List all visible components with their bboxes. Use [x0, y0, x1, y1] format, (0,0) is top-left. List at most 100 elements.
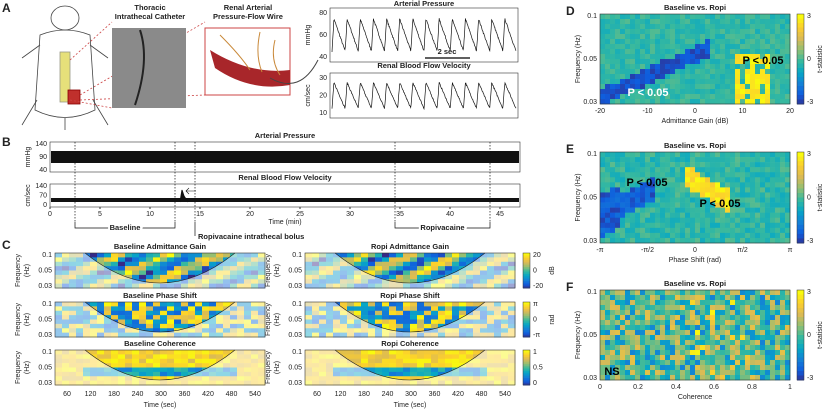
y-tick-label: 60: [319, 32, 327, 39]
colorbar: [523, 303, 530, 306]
heatmap-cell: [705, 84, 711, 90]
heatmap-cell: [710, 24, 716, 30]
heatmap-cell: [765, 29, 771, 35]
heatmap-cell: [710, 19, 716, 25]
heatmap-cell: [650, 89, 656, 95]
heatmap-cell: [610, 54, 616, 60]
axis-label: (Hz): [24, 264, 31, 277]
heatmap-cell: [615, 350, 621, 356]
heatmap-cell: [645, 14, 651, 20]
heatmap-cell: [620, 177, 626, 183]
heatmap-cell: [695, 39, 701, 45]
colorbar: [797, 344, 804, 349]
colorbar: [797, 353, 804, 358]
heatmap-cell: [625, 69, 631, 75]
heatmap-cell: [780, 290, 786, 296]
heatmap-cell: [740, 84, 746, 90]
heatmap-cell: [765, 24, 771, 30]
y-tick-label: 0.05: [38, 316, 52, 323]
heatmap-cell: [160, 354, 168, 360]
heatmap-cell: [610, 24, 616, 30]
heatmap-cell: [695, 360, 701, 366]
heatmap-cell: [655, 237, 661, 244]
heatmap-cell: [715, 39, 721, 45]
heatmap-cell: [650, 49, 656, 55]
colorbar: [797, 165, 804, 171]
heatmap-cell: [765, 44, 771, 50]
heatmap-cell: [640, 177, 646, 183]
heatmap-cell: [635, 335, 641, 341]
heatmap-cell: [720, 69, 726, 75]
heatmap-cell: [710, 187, 716, 193]
heatmap-cell: [750, 74, 756, 80]
heatmap-cell: [725, 64, 731, 70]
x-tick-label: 240: [382, 391, 394, 398]
heatmap-cell: [625, 360, 631, 366]
heatmap-cell: [675, 350, 681, 356]
heatmap-cell: [685, 94, 691, 100]
heatmap-cell: [715, 315, 721, 321]
heatmap-cell: [690, 232, 696, 239]
heatmap-cell: [680, 34, 686, 40]
heatmap-cell: [650, 212, 656, 219]
heatmap-cell: [610, 64, 616, 70]
heatmap-cell: [625, 34, 631, 40]
heatmap-cell: [160, 261, 168, 267]
heatmap-cell: [610, 152, 616, 158]
heatmap-cell: [760, 19, 766, 25]
heatmap-cell: [438, 306, 446, 312]
heatmap-cell: [660, 54, 666, 60]
colorbar-tick: 3: [807, 13, 811, 20]
heatmap-cell: [610, 365, 616, 371]
heatmap-cell: [730, 19, 736, 25]
heatmap-cell: [368, 306, 376, 312]
heatmap-cell: [660, 360, 666, 366]
heatmap-cell: [635, 300, 641, 306]
heatmap-cell: [675, 39, 681, 45]
heatmap-cell: [660, 232, 666, 239]
heatmap-cell: [625, 355, 631, 361]
heatmap-cell: [600, 370, 606, 376]
heatmap-cell: [705, 290, 711, 296]
heatmap-cell: [740, 157, 746, 163]
heatmap-cell: [765, 325, 771, 331]
heatmap-cell: [745, 19, 751, 25]
heatmap-cell: [715, 94, 721, 100]
heatmap-cell: [625, 335, 631, 341]
heatmap-cell: [675, 305, 681, 311]
heatmap-cell: [745, 207, 751, 213]
heatmap-cell: [755, 192, 761, 198]
colorbar: [797, 86, 804, 91]
heatmap-cell: [715, 64, 721, 70]
heatmap-cell: [160, 358, 168, 364]
heatmap-cell: [680, 29, 686, 35]
heatmap-cell: [675, 340, 681, 346]
heatmap-cell: [640, 49, 646, 55]
heatmap-cell: [417, 257, 425, 263]
heatmap-cell: [770, 84, 776, 90]
heatmap-cell: [715, 54, 721, 60]
heatmap-cell: [785, 375, 791, 381]
heatmap-cell: [715, 24, 721, 30]
heatmap-cell: [403, 354, 411, 360]
heatmap-cell: [635, 162, 641, 168]
heatmap-cell: [705, 14, 711, 20]
heatmap-cell: [715, 232, 721, 239]
heatmap-cell: [670, 340, 676, 346]
heatmap-cell: [725, 99, 731, 105]
heatmap-cell: [431, 358, 439, 364]
heatmap-cell: [775, 345, 781, 351]
heatmap-cell: [775, 305, 781, 311]
heatmap-cell: [770, 192, 776, 198]
heatmap-cell: [104, 350, 112, 355]
heatmap-cell: [740, 360, 746, 366]
heatmap-cell: [650, 345, 656, 351]
heatmap-cell: [710, 217, 716, 224]
heatmap-cell: [730, 217, 736, 224]
heatmap-cell: [174, 310, 182, 316]
heatmap-cell: [700, 202, 706, 208]
heatmap-cell: [700, 187, 706, 193]
heatmap-cell: [625, 365, 631, 371]
heatmap-cell: [730, 295, 736, 301]
